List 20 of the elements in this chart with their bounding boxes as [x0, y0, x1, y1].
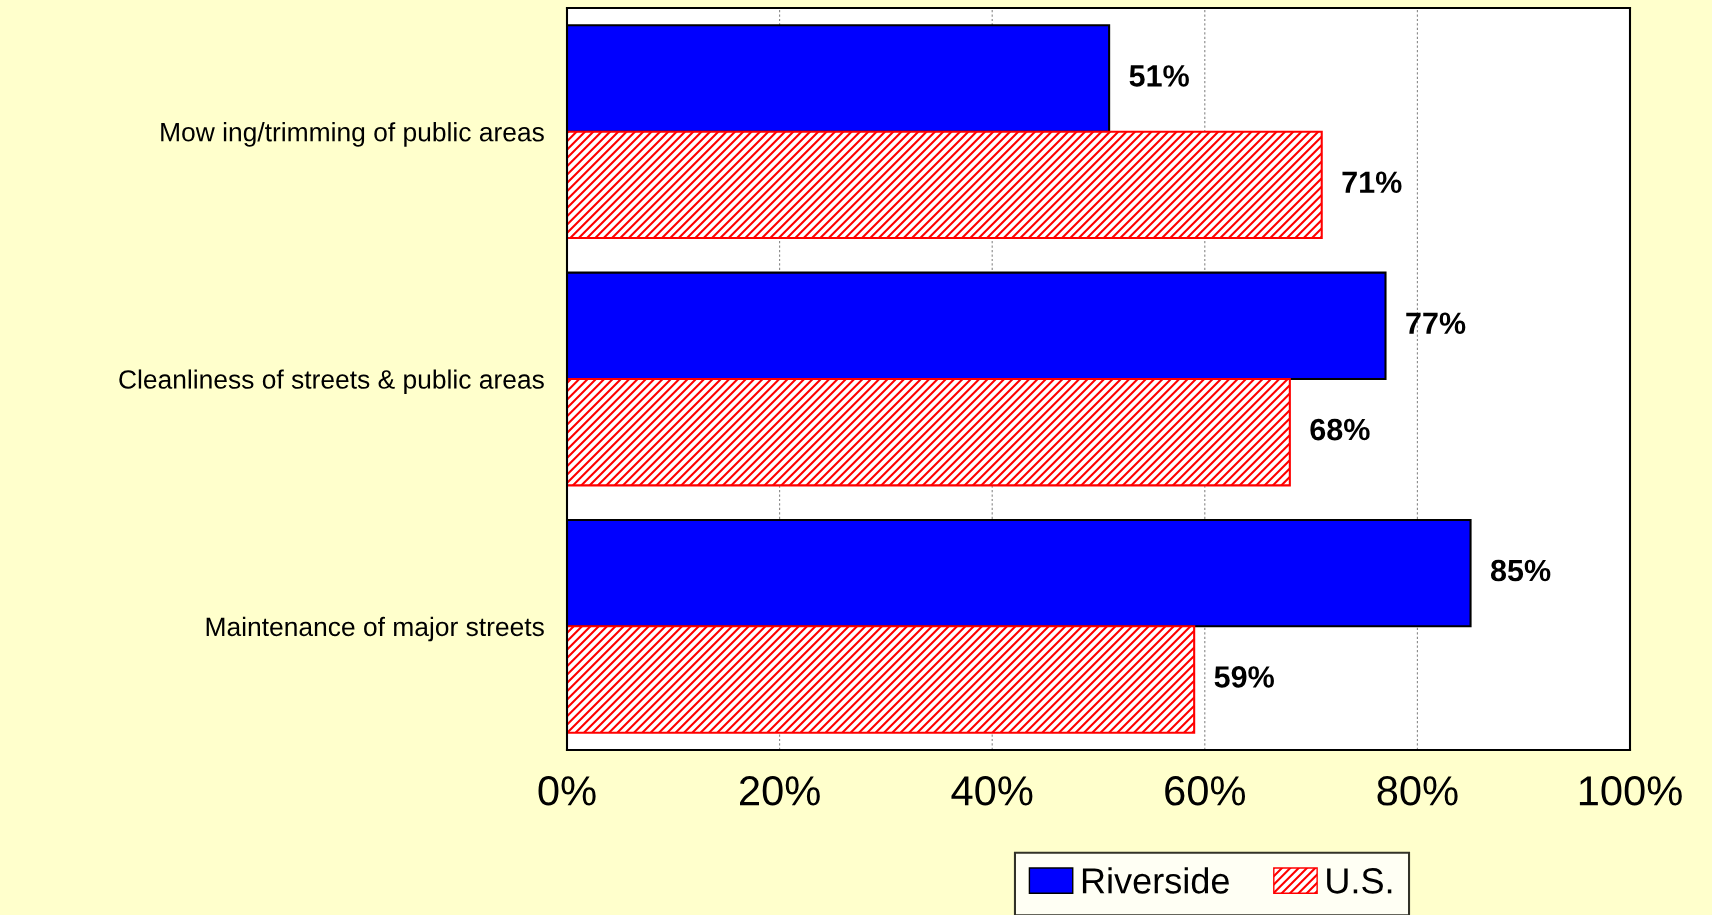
x-tick-label: 80%	[1377, 776, 1458, 806]
bar	[567, 130, 1323, 240]
data-label: 51%	[1129, 65, 1189, 87]
bar	[567, 625, 1196, 734]
y-tick-label: Cleanliness of streets & public areas	[119, 369, 544, 395]
x-tick-label: 60%	[1165, 776, 1246, 806]
bar	[567, 377, 1291, 487]
legend-label: U.S.	[1327, 868, 1392, 894]
legend-label: Riverside	[1082, 867, 1229, 894]
y-tick-label: Maintenance of major streets	[206, 616, 544, 642]
y-tick-label: Mow ing/trimming of public areas	[161, 122, 544, 147]
data-label: 59%	[1214, 666, 1274, 688]
x-tick-label: 0%	[538, 776, 596, 806]
x-tick-label: 20%	[740, 776, 820, 806]
x-tick-label: 100%	[1579, 776, 1682, 806]
x-tick-label: 40%	[951, 776, 1033, 806]
data-label: 85%	[1490, 559, 1551, 582]
data-label: 68%	[1310, 418, 1370, 441]
data-label: 77%	[1406, 312, 1466, 334]
data-label: 71%	[1342, 171, 1402, 193]
